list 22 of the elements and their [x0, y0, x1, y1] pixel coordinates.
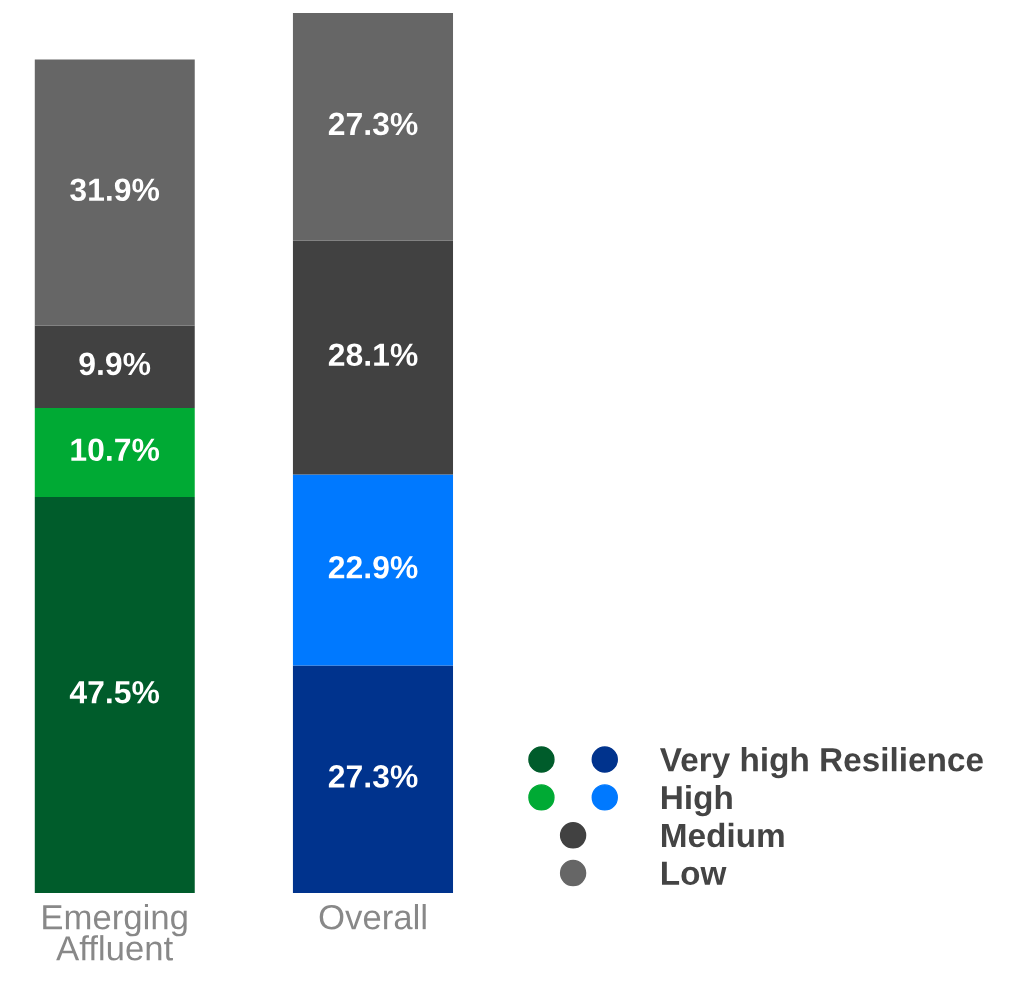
data-label: 27.3%: [328, 112, 418, 136]
data-label: 27.3%: [328, 765, 418, 788]
legend-label: Medium: [661, 822, 784, 848]
bar: [292, 474, 454, 666]
x-tick-label: Emerging Affluent: [43, 904, 187, 961]
data-label: 31.9%: [70, 178, 160, 202]
data-label: 47.5%: [69, 681, 160, 704]
bar: [34, 497, 195, 893]
bar: [34, 325, 195, 408]
data-label: 10.7%: [71, 438, 160, 462]
legend-label: Low: [661, 861, 727, 886]
data-label: 28.1%: [328, 343, 418, 367]
legend-label: High: [661, 784, 732, 817]
bar: [292, 240, 454, 475]
bar: [34, 407, 195, 498]
legend-label: Very high Resilience: [659, 747, 983, 779]
bar: [292, 12, 454, 241]
x-tick-label: Overall: [319, 904, 426, 930]
data-label: 9.9%: [79, 352, 151, 376]
bar: [34, 59, 195, 326]
data-label: 22.9%: [328, 555, 418, 579]
bar: [292, 665, 454, 893]
